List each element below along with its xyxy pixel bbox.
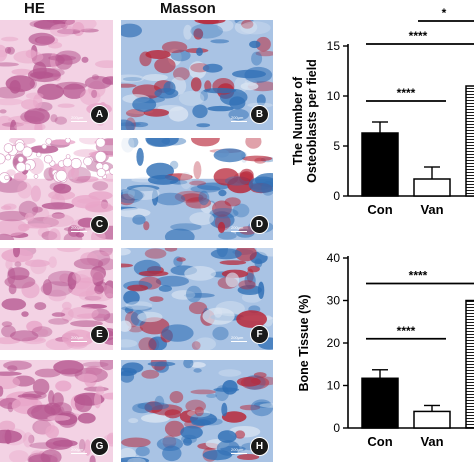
x-tick-label: Van bbox=[420, 434, 443, 449]
scale-bar: 200μm bbox=[71, 335, 87, 342]
panel-label: B bbox=[250, 105, 269, 124]
y-tick-label: 15 bbox=[327, 39, 341, 53]
significance-label: **** bbox=[409, 29, 428, 43]
x-tick-label: Con bbox=[367, 434, 392, 449]
y-tick-label: 10 bbox=[327, 89, 341, 103]
scale-bar: 200μm bbox=[231, 447, 247, 454]
scale-bar: 200μm bbox=[71, 115, 87, 122]
bar-group3 bbox=[465, 85, 474, 197]
y-tick-label: 20 bbox=[327, 336, 341, 350]
micrograph-panel-d: 200μm D bbox=[121, 138, 273, 240]
y-tick-label: 0 bbox=[333, 189, 340, 203]
panel-label: H bbox=[250, 437, 269, 456]
significance-label: * bbox=[442, 6, 447, 20]
micrograph-panel-c: 200μm C bbox=[0, 138, 113, 240]
panel-label: G bbox=[90, 437, 109, 456]
x-tick-label: Van bbox=[420, 202, 443, 217]
masson-column-header: Masson bbox=[160, 0, 216, 17]
x-tick-label: Con bbox=[367, 202, 392, 217]
bar-group3 bbox=[465, 299, 474, 429]
y-tick-label: 40 bbox=[327, 251, 341, 265]
y-tick-label: 5 bbox=[333, 139, 340, 153]
bar-con bbox=[361, 132, 399, 197]
he-column-header: HE bbox=[24, 0, 45, 17]
significance-label: **** bbox=[397, 86, 416, 100]
y-axis-label: Osteoblasts per field bbox=[305, 59, 319, 183]
scale-bar: 200μm bbox=[231, 335, 247, 342]
micrograph-panel-f: 200μm F bbox=[121, 248, 273, 350]
micrograph-panel-g: 200μm G bbox=[0, 360, 113, 462]
y-axis-label: The Number of bbox=[291, 76, 305, 165]
micrograph-panel-b: 200μm B bbox=[121, 20, 273, 130]
bar-van bbox=[413, 410, 451, 429]
panel-label: C bbox=[90, 215, 109, 234]
significance-label: **** bbox=[409, 269, 428, 283]
scale-bar: 200μm bbox=[71, 447, 87, 454]
scale-bar: 200μm bbox=[231, 115, 247, 122]
scale-bar: 200μm bbox=[71, 225, 87, 232]
significance-label: **** bbox=[397, 324, 416, 338]
y-axis-label: Bone Tissue (%) bbox=[297, 294, 311, 391]
panel-label: F bbox=[250, 325, 269, 344]
y-tick-label: 0 bbox=[333, 421, 340, 435]
bar-con bbox=[361, 377, 399, 429]
micrograph-panel-e: 200μm E bbox=[0, 248, 113, 350]
bar-van bbox=[413, 178, 451, 197]
panel-label: D bbox=[250, 215, 269, 234]
panel-label: A bbox=[90, 105, 109, 124]
micrograph-panel-h: 200μm H bbox=[121, 360, 273, 462]
scale-bar: 200μm bbox=[231, 225, 247, 232]
panel-label: E bbox=[90, 325, 109, 344]
y-tick-label: 30 bbox=[327, 294, 341, 308]
y-tick-label: 10 bbox=[327, 379, 341, 393]
micrograph-panel-a: 200μm A bbox=[0, 20, 113, 130]
